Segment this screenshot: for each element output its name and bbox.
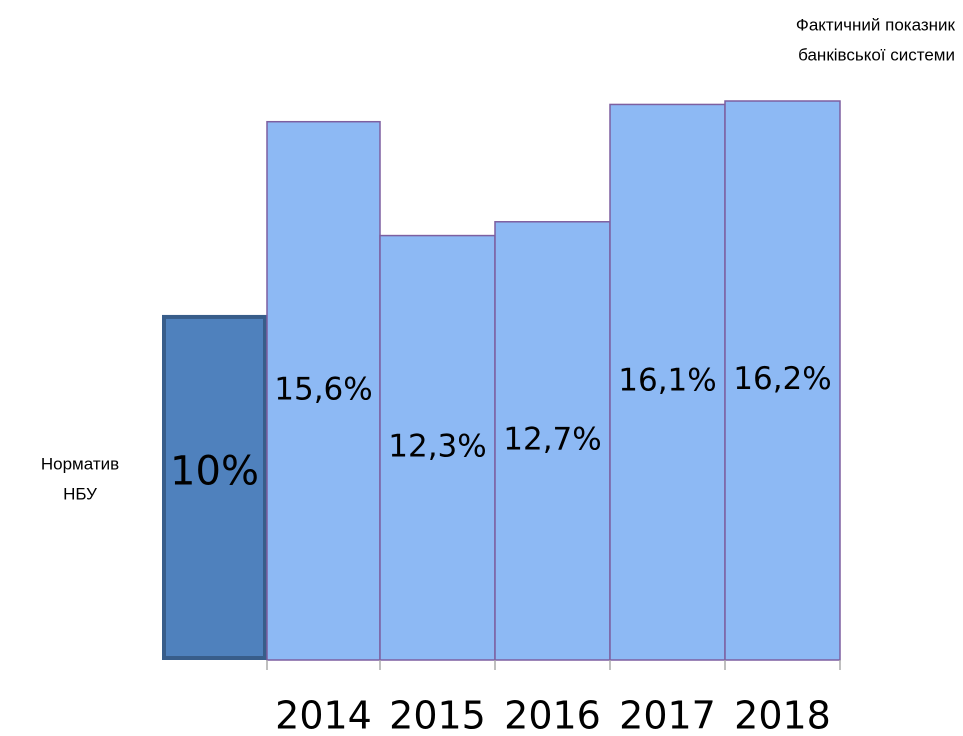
annotation: Фактичний показник <box>796 15 956 34</box>
bar <box>724 100 841 661</box>
bar <box>494 221 611 661</box>
annotation: банківської системи <box>798 45 955 64</box>
x-tick-label: 2015 <box>389 694 486 736</box>
bar <box>379 234 496 661</box>
x-tick-label: 2014 <box>275 694 372 736</box>
annotation: Норматив <box>41 454 119 473</box>
x-tick-label: 2016 <box>504 694 601 736</box>
value-label: 16,1% <box>618 363 716 399</box>
annotation: НБУ <box>63 484 97 503</box>
bar <box>162 314 267 660</box>
x-tick-label: 2018 <box>734 694 831 736</box>
value-label: 12,7% <box>503 421 601 457</box>
value-label: 15,6% <box>274 371 372 407</box>
bar <box>266 120 381 661</box>
x-tick-label: 2017 <box>619 694 716 736</box>
bar <box>609 103 726 661</box>
value-label: 12,3% <box>388 428 486 464</box>
value-label: 16,2% <box>733 361 831 397</box>
value-label: 10% <box>170 448 259 494</box>
